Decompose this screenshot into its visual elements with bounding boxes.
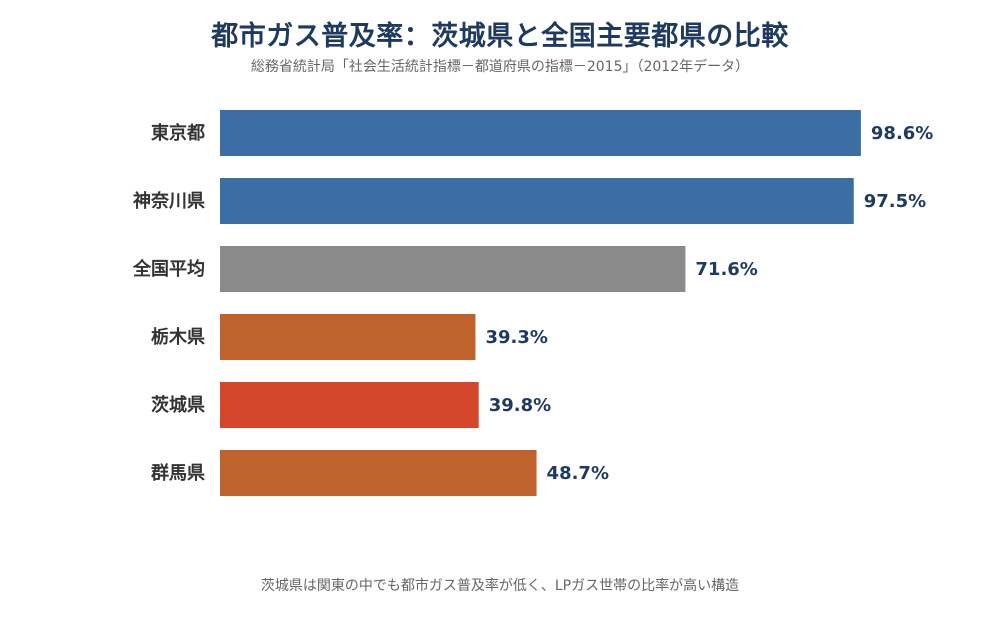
bar-1 xyxy=(220,178,854,224)
category-label: 栃木県 xyxy=(151,326,205,348)
chart-footnote: 茨城県は関東の中でも都市ガス普及率が低く、LPガス世帯の比率が高い構造 xyxy=(260,578,740,594)
category-label: 東京都 xyxy=(151,122,205,144)
category-label: 群馬県 xyxy=(151,462,205,484)
value-label: 71.6% xyxy=(695,259,757,280)
bar-5 xyxy=(220,450,537,496)
category-label: 神奈川県 xyxy=(133,190,205,212)
chart-subtitle: 総務省統計局「社会生活統計指標－都道府県の指標－2015」（2012年データ） xyxy=(250,59,750,75)
category-label: 全国平均 xyxy=(132,258,205,280)
value-label: 98.6% xyxy=(871,123,933,144)
chart-title: 都市ガス普及率：茨城県と全国主要都県の比較 xyxy=(211,21,789,52)
bar-3 xyxy=(220,314,476,360)
value-label: 39.8% xyxy=(489,395,551,416)
bar-2 xyxy=(220,246,686,292)
bar-4 xyxy=(220,382,479,428)
value-label: 39.3% xyxy=(485,327,547,348)
bar-0 xyxy=(220,110,861,156)
category-label: 茨城県 xyxy=(151,394,205,416)
value-label: 97.5% xyxy=(864,191,926,212)
value-label: 48.7% xyxy=(547,463,609,484)
